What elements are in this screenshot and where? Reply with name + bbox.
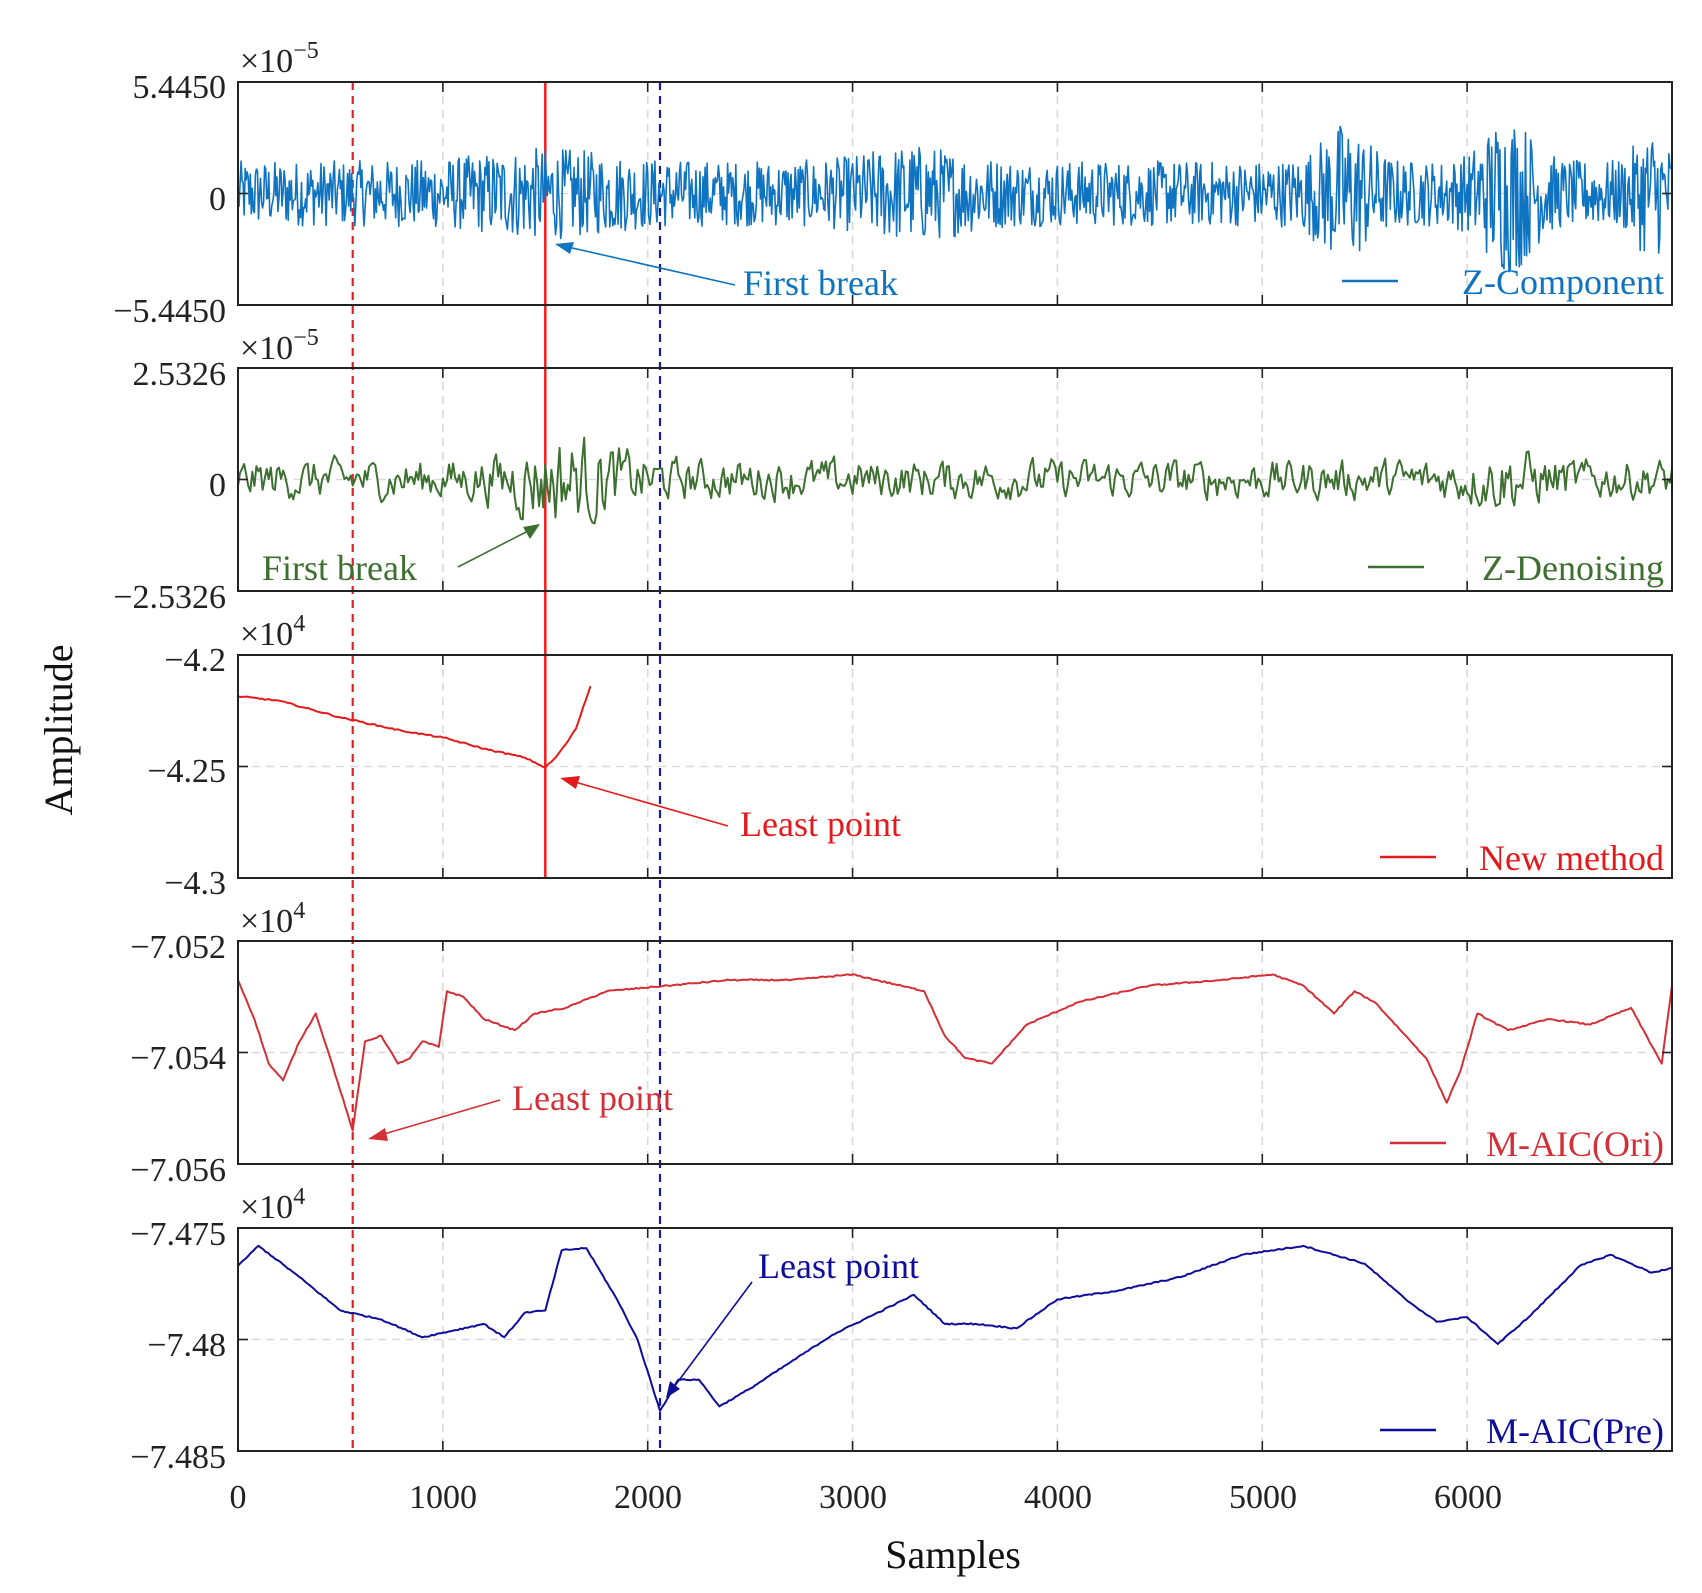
series-line-m-aic-ori [237, 973, 1673, 1132]
x-axis-title: Samples [885, 1532, 1021, 1577]
y-tick-label: −2.5326 [113, 579, 226, 616]
legend-label: M-AIC(Ori) [1486, 1124, 1664, 1164]
annotation-arrow [457, 530, 529, 568]
x-tick-label: 4000 [1024, 1479, 1092, 1516]
panel-new-method: ×104 −4.2 −4.25 −4.3 New method Least po… [147, 611, 1664, 902]
gridlines [238, 82, 1672, 1451]
annotation-arrow [574, 781, 729, 827]
y-tick-label: 5.4450 [133, 69, 227, 106]
y-axis-title: Amplitude [36, 644, 81, 815]
panel-z-component: ×10−5 5.4450 0 −5.4450 Z-Component First… [113, 38, 1664, 330]
exponent-label: ×104 [240, 898, 305, 940]
annotation-arrowhead [555, 242, 574, 254]
y-tick-label: −7.48 [147, 1327, 226, 1364]
y-tick-label: −4.25 [147, 753, 226, 790]
series-line-m-aic-pre [237, 1244, 1673, 1412]
panel-m-aic-ori: ×104 −7.052 −7.054 −7.056 M-AIC(Ori) Lea… [130, 898, 1664, 1189]
y-tick-label: −7.054 [130, 1040, 226, 1077]
panel-m-aic-pre: ×104 −7.475 −7.48 −7.485 M-AIC(Pre) Leas… [130, 1184, 1664, 1476]
x-axis: 0 1000 2000 3000 4000 5000 6000 [230, 1479, 1503, 1516]
y-tick-label: −7.475 [130, 1216, 226, 1253]
x-tick-label: 0 [230, 1479, 247, 1516]
panel-frame [237, 367, 1673, 592]
exponent-label: ×10−5 [240, 325, 319, 367]
y-tick-label: −5.4450 [113, 293, 226, 330]
series-line-new-method [237, 685, 592, 769]
annotation-arrowhead [560, 776, 580, 789]
annotation-arrow [673, 1281, 753, 1388]
series-line-z-denoising [237, 436, 1673, 525]
annotation-label: First break [262, 548, 417, 588]
x-tick-label: 3000 [819, 1479, 887, 1516]
panel-frames [237, 81, 1673, 1452]
y-tick-label: 0 [209, 181, 226, 218]
series-line-z-component [237, 125, 1673, 273]
panel-frame [237, 940, 1673, 1165]
exponent-label: ×104 [240, 611, 305, 653]
y-tick-label: −4.2 [164, 642, 226, 679]
annotation-label: Least point [740, 804, 901, 844]
legend-label: M-AIC(Pre) [1486, 1411, 1664, 1451]
y-tick-label: −7.485 [130, 1439, 226, 1476]
y-tick-label: 2.5326 [133, 356, 227, 393]
y-tick-label: −4.3 [164, 865, 226, 902]
y-tick-label: −7.056 [130, 1152, 226, 1189]
legend-label: Z-Component [1462, 262, 1664, 302]
y-tick-label: −7.052 [130, 929, 226, 966]
panel-z-denoising: ×10−5 2.5326 0 −2.5326 Z-Denoising First… [113, 325, 1664, 616]
legend-label: Z-Denoising [1482, 548, 1664, 588]
panel-frame [237, 81, 1673, 306]
annotation-label: First break [743, 263, 898, 303]
x-tick-label: 6000 [1434, 1479, 1502, 1516]
exponent-label: ×104 [240, 1184, 305, 1226]
annotation-label: Least point [758, 1246, 919, 1286]
annotation-arrowhead [666, 1381, 680, 1398]
legend-label: New method [1479, 838, 1664, 878]
x-tick-label: 5000 [1229, 1479, 1297, 1516]
x-tick-label: 2000 [614, 1479, 682, 1516]
series-layer [237, 125, 1673, 1412]
annotation-arrow [567, 246, 736, 286]
y-tick-label: 0 [209, 467, 226, 504]
annotation-arrowhead [368, 1128, 388, 1141]
panel-frame [237, 1227, 1673, 1452]
exponent-label: ×10−5 [240, 38, 319, 80]
annotation-arrow [383, 1099, 501, 1135]
annotation-label: Least point [512, 1078, 673, 1118]
annotation-arrowhead [523, 524, 540, 539]
panel-frame [237, 654, 1673, 879]
x-tick-label: 1000 [409, 1479, 477, 1516]
